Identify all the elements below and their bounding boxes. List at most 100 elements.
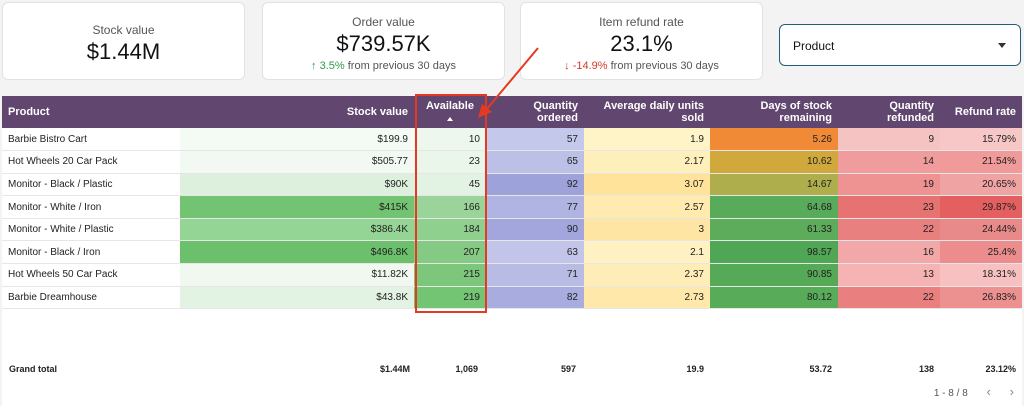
cell-available: 10 bbox=[414, 128, 486, 152]
cell-stock-value: $496.8K bbox=[180, 240, 414, 265]
cell-available: 184 bbox=[414, 218, 486, 242]
cell-refund-rate: 21.54% bbox=[940, 150, 1022, 174]
kpi-delta: ↑ 3.5% from previous 30 days bbox=[263, 60, 504, 72]
cell-average-daily-units-sold: 3.07 bbox=[584, 173, 710, 197]
delta-value: 3.5% bbox=[319, 60, 345, 72]
cell-quantity-refunded: 16 bbox=[838, 240, 940, 265]
table-row[interactable]: Monitor - Black / Plastic $90K 45 92 3.07 14.… bbox=[2, 173, 1022, 197]
table-row[interactable]: Monitor - White / Plastic $386.4K 184 90 3 61… bbox=[2, 218, 1022, 242]
cell-days-of-stock-remaining: 98.57 bbox=[710, 240, 838, 265]
kpi-value: 23.1% bbox=[610, 31, 673, 56]
dropdown-label: Product bbox=[793, 39, 835, 53]
cell-quantity-refunded: 22 bbox=[838, 218, 940, 242]
arrow-up-icon: ↑ bbox=[311, 60, 317, 72]
table-row[interactable]: Hot Wheels 20 Car Pack $505.77 23 65 2.17 10.… bbox=[2, 150, 1022, 174]
kpi-value: $1.44M bbox=[86, 39, 161, 64]
grand-total-refund-rate: 23.12% bbox=[985, 364, 1016, 374]
cell-quantity-ordered: 82 bbox=[486, 286, 584, 310]
table-header-row: Product Stock value Available Quantity o… bbox=[2, 96, 1022, 128]
pagination: 1 - 8 / 8 ‹ › bbox=[934, 384, 1014, 399]
col-header-days-of-stock-remaining[interactable]: Days of stock remaining bbox=[710, 96, 838, 128]
product-filter-dropdown[interactable]: Product bbox=[779, 24, 1021, 66]
prev-page-icon[interactable]: ‹ bbox=[986, 384, 991, 399]
cell-average-daily-units-sold: 2.1 bbox=[584, 240, 710, 265]
col-header-average-daily-units-sold[interactable]: Average daily units sold bbox=[584, 96, 710, 128]
cell-days-of-stock-remaining: 90.85 bbox=[710, 263, 838, 287]
kpi-stock-value: Stock value $1.44M bbox=[2, 2, 245, 80]
cell-available: 215 bbox=[414, 263, 486, 287]
grand-total-stock-value: $1.44M bbox=[379, 364, 410, 374]
grand-total-quantity-refunded: 138 bbox=[918, 364, 934, 374]
cell-stock-value: $386.4K bbox=[180, 218, 414, 242]
cell-refund-rate: 29.87% bbox=[940, 195, 1022, 219]
cell-average-daily-units-sold: 2.73 bbox=[584, 286, 710, 310]
grand-total-quantity-ordered: 597 bbox=[560, 364, 576, 374]
cell-stock-value: $90K bbox=[180, 173, 414, 197]
cell-available: 166 bbox=[414, 195, 486, 219]
cell-quantity-refunded: 14 bbox=[838, 150, 940, 174]
delta-value: -14.9% bbox=[572, 60, 608, 72]
cell-days-of-stock-remaining: 80.12 bbox=[710, 286, 838, 310]
cell-average-daily-units-sold: 2.57 bbox=[584, 195, 710, 219]
cell-available: 23 bbox=[414, 150, 486, 174]
cell-refund-rate: 24.44% bbox=[940, 218, 1022, 242]
cell-quantity-refunded: 13 bbox=[838, 263, 940, 287]
table-row[interactable]: Barbie Dreamhouse $43.8K 219 82 2.73 80.12 22 2… bbox=[2, 286, 1022, 310]
cell-quantity-ordered: 57 bbox=[486, 128, 584, 152]
cell-quantity-refunded: 19 bbox=[838, 173, 940, 197]
table-row[interactable]: Hot Wheels 50 Car Pack $11.82K 215 71 2.37 90… bbox=[2, 263, 1022, 287]
cell-product: Hot Wheels 20 Car Pack bbox=[2, 150, 180, 174]
cell-average-daily-units-sold: 2.17 bbox=[584, 150, 710, 174]
cell-days-of-stock-remaining: 5.26 bbox=[710, 128, 838, 152]
grand-total-days-of-stock: 53.72 bbox=[809, 364, 832, 374]
kpi-label: Order value bbox=[352, 15, 415, 29]
table-row[interactable]: Monitor - Black / Iron $496.8K 207 63 2.1 98.… bbox=[2, 240, 1022, 265]
kpi-item-refund-rate: Item refund rate 23.1% ↓ -14.9% from pre… bbox=[520, 2, 763, 80]
cell-refund-rate: 26.83% bbox=[940, 286, 1022, 310]
table-row[interactable]: Barbie Bistro Cart $199.9 10 57 1.9 5.26 9 15.7… bbox=[2, 128, 1022, 152]
col-header-stock-value[interactable]: Stock value bbox=[180, 96, 414, 128]
delta-text: from previous 30 days bbox=[347, 60, 456, 72]
col-header-refund-rate[interactable]: Refund rate bbox=[940, 96, 1022, 128]
cell-quantity-ordered: 90 bbox=[486, 218, 584, 242]
cell-product: Monitor - White / Plastic bbox=[2, 218, 180, 242]
cell-refund-rate: 25.4% bbox=[940, 240, 1022, 265]
grand-total-available: 1,069 bbox=[455, 364, 478, 374]
cell-refund-rate: 15.79% bbox=[940, 128, 1022, 152]
cell-product: Barbie Dreamhouse bbox=[2, 286, 180, 310]
cell-quantity-refunded: 9 bbox=[838, 128, 940, 152]
cell-stock-value: $11.82K bbox=[180, 263, 414, 287]
delta-text: from previous 30 days bbox=[610, 60, 719, 72]
cell-product: Monitor - White / Iron bbox=[2, 195, 180, 219]
col-header-quantity-ordered[interactable]: Quantity ordered bbox=[486, 96, 584, 128]
cell-quantity-refunded: 22 bbox=[838, 286, 940, 310]
col-header-label: Available bbox=[426, 100, 474, 112]
cell-product: Monitor - Black / Iron bbox=[2, 240, 180, 265]
kpi-order-value: Order value $739.57K ↑ 3.5% from previou… bbox=[262, 2, 505, 80]
arrow-down-icon: ↓ bbox=[564, 60, 570, 72]
table-row[interactable]: Monitor - White / Iron $415K 166 77 2.57 64.6… bbox=[2, 195, 1022, 219]
cell-product: Hot Wheels 50 Car Pack bbox=[2, 263, 180, 287]
col-header-product[interactable]: Product bbox=[2, 96, 180, 128]
cell-average-daily-units-sold: 3 bbox=[584, 218, 710, 242]
cell-days-of-stock-remaining: 64.68 bbox=[710, 195, 838, 219]
cell-product: Barbie Bistro Cart bbox=[2, 128, 180, 152]
grand-total-average-daily-units: 19.9 bbox=[686, 364, 704, 374]
kpi-value: $739.57K bbox=[336, 31, 431, 56]
annotation-highlight-box bbox=[415, 94, 487, 313]
cell-quantity-ordered: 92 bbox=[486, 173, 584, 197]
cell-quantity-ordered: 77 bbox=[486, 195, 584, 219]
col-header-quantity-refunded[interactable]: Quantity refunded bbox=[838, 96, 940, 128]
col-header-available[interactable]: Available bbox=[414, 96, 486, 128]
page-count: 1 - 8 / 8 bbox=[933, 388, 968, 399]
kpi-label: Item refund rate bbox=[599, 15, 684, 29]
cell-days-of-stock-remaining: 61.33 bbox=[710, 218, 838, 242]
cell-available: 45 bbox=[414, 173, 486, 197]
kpi-delta: ↓ -14.9% from previous 30 days bbox=[521, 60, 762, 72]
cell-stock-value: $199.9 bbox=[180, 128, 414, 152]
cell-available: 219 bbox=[414, 286, 486, 310]
grand-total-label: Grand total bbox=[9, 364, 58, 374]
next-page-icon[interactable]: › bbox=[1009, 384, 1014, 399]
cell-quantity-ordered: 65 bbox=[486, 150, 584, 174]
